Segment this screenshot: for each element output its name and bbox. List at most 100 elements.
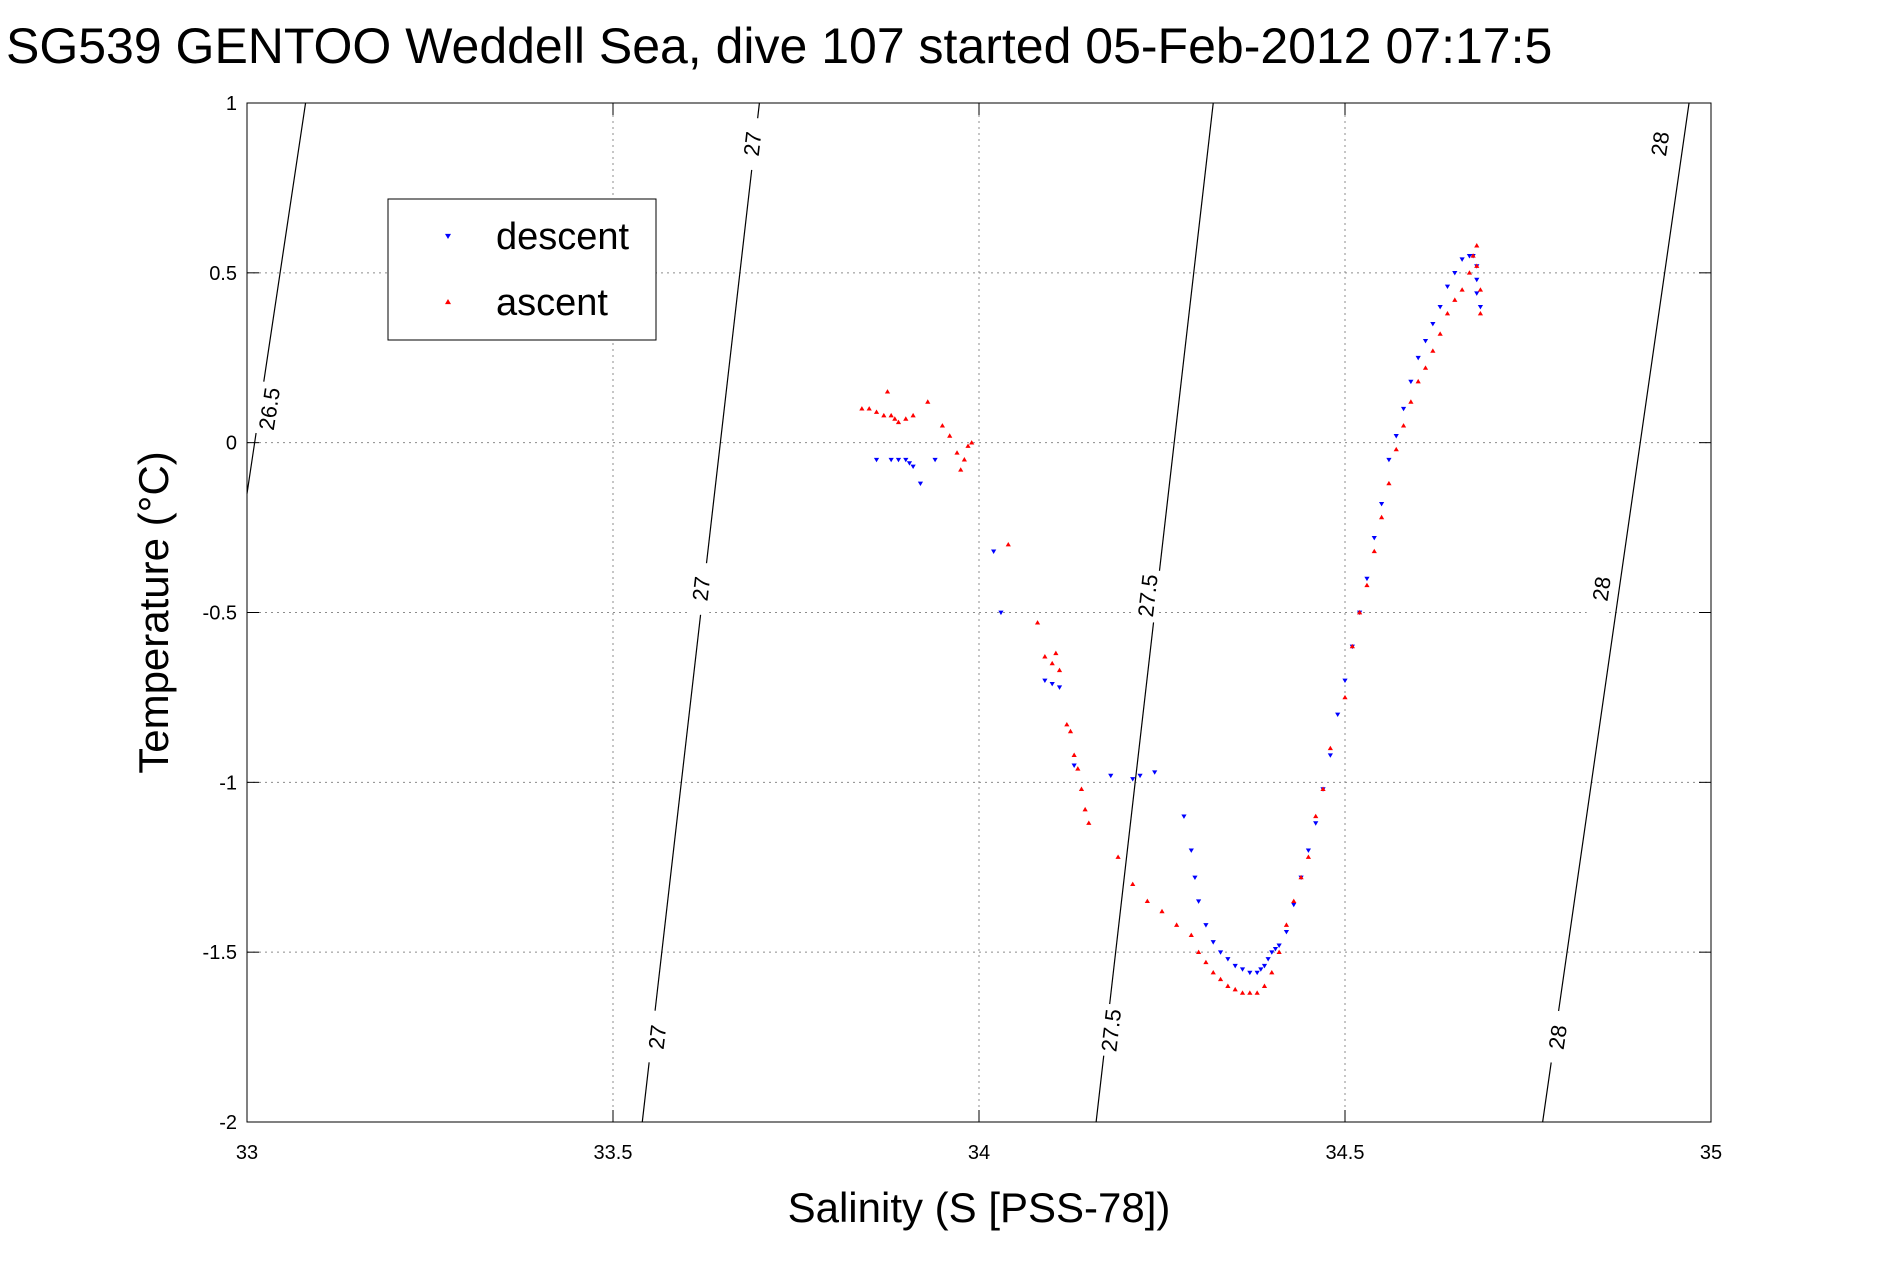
ascent-point — [1466, 270, 1473, 275]
descent-point — [1276, 943, 1282, 948]
contour-label: 27 — [644, 1024, 672, 1051]
ascent-point — [1357, 609, 1363, 615]
ascent-point — [1075, 766, 1081, 771]
ascent-point — [1474, 243, 1480, 248]
contour-label: 28 — [1544, 1023, 1572, 1051]
descent-point — [1056, 685, 1063, 690]
descent-point — [1258, 967, 1264, 972]
descent-point — [998, 610, 1004, 616]
y-tick-label: -0.5 — [203, 603, 237, 625]
descent-point — [1196, 899, 1202, 904]
ascent-point — [1254, 990, 1260, 995]
descent-point — [1452, 271, 1458, 276]
descent-point — [1188, 848, 1194, 853]
ascent-point — [1082, 806, 1088, 812]
y-tick-label: 0.5 — [209, 263, 237, 285]
series-descent — [873, 254, 1484, 976]
descent-point — [1466, 254, 1473, 259]
ascent-point — [1269, 969, 1275, 975]
ascent-point — [947, 433, 953, 438]
ascent-point — [1067, 728, 1074, 734]
descent-point — [1342, 678, 1348, 684]
ascent-point — [1364, 582, 1370, 588]
contour-label: 28 — [1646, 130, 1674, 158]
descent-point — [1444, 284, 1451, 290]
ascent-point — [1305, 854, 1311, 859]
y-tick-label: -1 — [219, 772, 237, 794]
contour-label-bg — [643, 1009, 671, 1065]
contour-label-bg — [686, 561, 715, 616]
x-axis-label: Salinity (S [PSS-78]) — [788, 1184, 1171, 1231]
ascent-point — [1437, 331, 1443, 336]
legend-marker-descent — [445, 233, 451, 239]
descent-point — [1408, 379, 1414, 385]
descent-point — [1152, 770, 1158, 775]
ascent-point — [903, 416, 909, 421]
ascent-point — [969, 440, 975, 445]
descent-point — [888, 457, 894, 463]
descent-point — [1261, 963, 1268, 969]
descent-point — [1108, 773, 1114, 779]
ascent-point — [1053, 650, 1059, 656]
descent-point — [873, 457, 880, 463]
ascent-point — [1203, 959, 1209, 965]
ascent-point — [961, 457, 967, 462]
ascent-point — [892, 416, 898, 421]
descent-point — [1265, 957, 1271, 962]
ascent-point — [1291, 898, 1297, 904]
ascent-point — [1313, 813, 1319, 819]
descent-point — [1181, 814, 1187, 819]
descent-point — [1071, 763, 1077, 768]
x-tick-label: 34 — [968, 1142, 990, 1164]
ascent-point — [1159, 908, 1165, 914]
ascent-point — [1130, 881, 1136, 887]
ascent-point — [1034, 620, 1041, 625]
descent-point — [1430, 321, 1436, 327]
ascent-point — [1470, 253, 1476, 258]
descent-point — [932, 457, 938, 463]
descent-point — [1232, 963, 1238, 969]
density-contour-line — [246, 102, 307, 494]
descent-point — [1217, 950, 1224, 955]
contour-label-bg — [1645, 116, 1675, 172]
ascent-point — [1071, 752, 1077, 757]
descent-point — [1335, 712, 1341, 717]
ascent-point — [1459, 287, 1465, 292]
contour-label: 27 — [739, 130, 767, 157]
descent-point — [1049, 682, 1055, 687]
descent-point — [1225, 957, 1231, 962]
ascent-point — [1078, 786, 1085, 791]
descent-point — [991, 549, 997, 554]
descent-point — [1210, 940, 1216, 945]
descent-point — [1283, 929, 1290, 935]
descent-point — [1474, 291, 1480, 296]
descent-point — [906, 461, 913, 466]
ascent-point — [954, 450, 960, 455]
ascent-point — [925, 399, 931, 404]
ascent-point — [866, 406, 872, 411]
descent-point — [1474, 277, 1480, 283]
contour-label: 28 — [1588, 575, 1616, 603]
y-tick-label: 0 — [226, 433, 237, 455]
ascent-point — [895, 419, 902, 425]
contour-label-bg — [1542, 1009, 1572, 1065]
density-contours: 26.5 27 27 27 27.5 27.5 28 28 28 — [246, 102, 1690, 1123]
descent-point — [1130, 777, 1136, 782]
descent-point — [1203, 923, 1209, 928]
ascent-point — [1298, 874, 1304, 880]
ascent-point — [1196, 949, 1202, 954]
series-ascent — [859, 243, 1484, 995]
contour-label: 26.5 — [254, 386, 285, 432]
descent-point — [1400, 406, 1407, 412]
chart-title: SG539 GENTOO Weddell Sea, dive 107 start… — [6, 18, 1552, 74]
x-tick-label: 33.5 — [594, 1142, 633, 1164]
ascent-point — [1371, 548, 1377, 554]
descent-point — [1042, 678, 1048, 684]
descent-point — [1305, 848, 1311, 853]
ascent-point — [1049, 660, 1055, 666]
legend: descent ascent — [387, 198, 657, 341]
ascent-point — [1422, 365, 1429, 370]
legend-label-descent: descent — [496, 216, 630, 258]
descent-point — [1137, 773, 1143, 779]
legend-marker-ascent — [445, 299, 451, 305]
